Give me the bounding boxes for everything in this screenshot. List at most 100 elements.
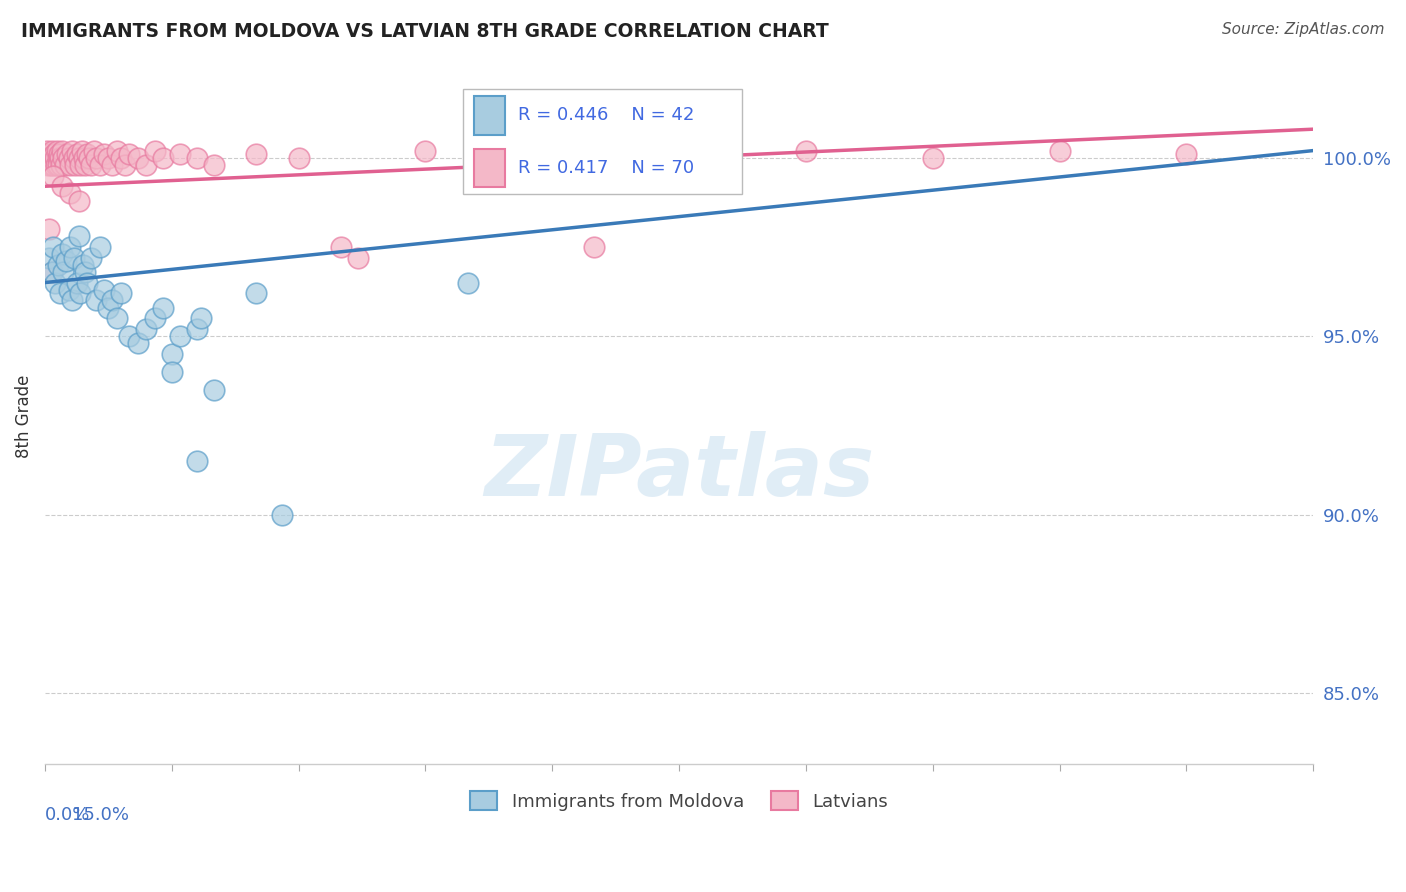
Point (49, 151, 72, 165)
Point (127, 151, 149, 165)
Point (69, 286, 91, 301)
Point (190, 311, 212, 326)
Point (38, 147, 60, 161)
Point (169, 329, 191, 343)
Point (101, 158, 124, 172)
Point (59, 240, 82, 254)
Point (60, 293, 83, 308)
Point (73, 151, 96, 165)
Point (75, 265, 97, 279)
Point (38, 151, 60, 165)
Point (41, 265, 63, 279)
Point (143, 144, 166, 158)
FancyBboxPatch shape (464, 89, 742, 194)
Point (66, 276, 89, 290)
Point (118, 329, 141, 343)
Point (38, 222, 60, 236)
Point (69, 158, 91, 172)
Point (135, 322, 157, 336)
Point (93, 147, 115, 161)
Point (118, 147, 141, 161)
Point (346, 251, 368, 265)
Point (44, 151, 66, 165)
Text: R = 0.446    N = 42: R = 0.446 N = 42 (517, 106, 695, 125)
Point (127, 336, 149, 351)
Point (97, 301, 120, 315)
Point (80, 158, 103, 172)
FancyBboxPatch shape (474, 149, 505, 186)
Point (83, 144, 105, 158)
Point (110, 151, 132, 165)
Point (77, 151, 100, 165)
Point (668, 147, 690, 161)
Point (245, 147, 267, 161)
Point (143, 311, 166, 326)
Point (1049, 144, 1071, 158)
Point (202, 158, 225, 172)
Point (59, 158, 82, 172)
Point (67, 151, 90, 165)
Point (160, 365, 183, 379)
Point (186, 322, 208, 336)
Point (46, 258, 69, 272)
Point (1175, 147, 1198, 161)
Point (583, 240, 606, 254)
Point (152, 301, 174, 315)
Point (58, 151, 80, 165)
Point (76, 276, 98, 290)
Point (51, 179, 73, 194)
Point (46, 151, 69, 165)
Point (48, 158, 70, 172)
Point (56, 147, 79, 161)
Point (152, 151, 174, 165)
Legend: Immigrants from Moldova, Latvians: Immigrants from Moldova, Latvians (463, 784, 896, 818)
Point (84, 293, 107, 308)
Y-axis label: 8th Grade: 8th Grade (15, 375, 32, 458)
Point (65, 158, 87, 172)
Point (80, 251, 103, 265)
Point (415, 144, 437, 158)
Point (44, 276, 66, 290)
Point (59, 186, 82, 201)
Point (41, 144, 63, 158)
Point (541, 151, 564, 165)
Point (457, 276, 479, 290)
Point (93, 283, 115, 297)
Point (62, 151, 84, 165)
Point (42, 158, 65, 172)
Text: ZIPatlas: ZIPatlas (484, 431, 875, 514)
Point (41, 265, 63, 279)
Point (66, 147, 89, 161)
Point (202, 383, 225, 397)
Point (169, 147, 191, 161)
FancyBboxPatch shape (474, 96, 505, 135)
Point (58, 283, 80, 297)
Point (89, 240, 111, 254)
Point (51, 247, 73, 261)
Point (67, 229, 90, 244)
Point (287, 151, 309, 165)
Point (49, 286, 72, 301)
Point (39, 158, 62, 172)
Point (67, 194, 90, 208)
Point (105, 311, 128, 326)
Point (110, 286, 132, 301)
Point (51, 144, 73, 158)
Point (114, 158, 136, 172)
Point (37, 158, 59, 172)
Point (105, 144, 128, 158)
Point (44, 147, 66, 161)
Point (55, 254, 77, 268)
Point (186, 454, 208, 468)
Text: IMMIGRANTS FROM MOLDOVA VS LATVIAN 8TH GRADE CORRELATION CHART: IMMIGRANTS FROM MOLDOVA VS LATVIAN 8TH G… (21, 22, 830, 41)
Point (45, 158, 67, 172)
Point (37, 151, 59, 165)
Point (52, 265, 75, 279)
Point (70, 144, 93, 158)
Text: 15.0%: 15.0% (72, 806, 129, 824)
Point (186, 151, 208, 165)
Point (329, 240, 352, 254)
Text: R = 0.417    N = 70: R = 0.417 N = 70 (517, 159, 695, 177)
Point (38, 251, 60, 265)
Text: Source: ZipAtlas.com: Source: ZipAtlas.com (1222, 22, 1385, 37)
